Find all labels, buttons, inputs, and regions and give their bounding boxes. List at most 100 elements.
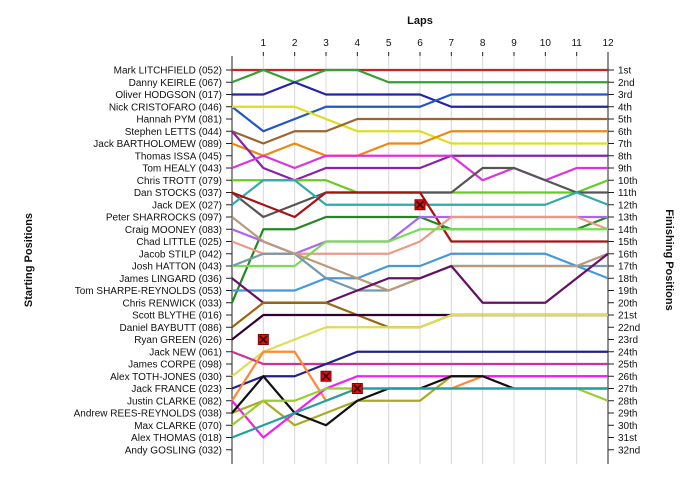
lap-tick-label: 11 [571, 38, 582, 49]
y-axis-title-left: Starting Positions [23, 213, 35, 307]
finishing-position-label: 31st [618, 433, 637, 444]
lap-tick-label: 9 [511, 38, 517, 49]
driver-line [231, 130, 608, 157]
finishing-position-label: 5th [618, 115, 632, 126]
starting-position-label: James LINGARD (036) [119, 274, 222, 285]
starting-position-label: Jack BARTHOLOMEW (089) [93, 139, 222, 150]
retirement-marker [414, 199, 426, 211]
lap-tick-labels: 1 2 3 4 5 6 7 8 9 10 11 12 [261, 38, 614, 49]
finishing-position-label: 25th [618, 360, 637, 371]
lap-tick-label: 6 [417, 38, 423, 49]
lap-tick-label: 3 [323, 38, 329, 49]
lap-tick-label: 12 [602, 38, 614, 49]
starting-position-label: James CORPE (098) [128, 360, 222, 371]
driver-line [232, 228, 608, 268]
finishing-position-label: 30th [618, 421, 637, 432]
finishing-position-label: 23rd [618, 335, 638, 346]
starting-position-labels: Mark LITCHFIELD (052)Danny KEIRLE (067)O… [74, 66, 222, 457]
starting-position-label: Jacob STILP (042) [139, 249, 222, 260]
x-axis-title: Laps [407, 15, 433, 27]
retirement-marker-cross [415, 200, 425, 209]
starting-position-label: Andrew REES-REYNOLDS (038) [74, 409, 222, 420]
finishing-position-label: 28th [618, 396, 637, 407]
retirement-marker [257, 334, 269, 345]
lap-tick-label: 4 [355, 38, 361, 49]
starting-position-label: Ryan GREEN (026) [134, 335, 222, 346]
starting-position-label: Chris RENWICK (033) [123, 298, 222, 309]
retirement-marker-cross [321, 372, 331, 381]
starting-position-label: Hannah PYM (081) [136, 115, 222, 126]
starting-position-label: Chris TROTT (079) [137, 176, 222, 187]
finishing-position-label: 8th [618, 151, 632, 162]
finishing-position-label: 6th [618, 127, 632, 138]
driver-line [231, 350, 608, 366]
starting-position-label: Jack DEX (027) [152, 200, 222, 211]
finishing-position-label: 22nd [618, 323, 640, 334]
retirement-marker [320, 370, 332, 382]
finishing-position-label: 19th [618, 286, 637, 297]
finishing-position-label: 13th [618, 213, 637, 224]
finishing-position-label: 1st [618, 66, 632, 77]
starting-position-label: Jack FRANCE (023) [131, 384, 222, 395]
finishing-position-label: 32nd [618, 445, 640, 456]
finishing-position-label: 24th [618, 347, 637, 358]
driver-line [232, 252, 609, 292]
finishing-position-label: 9th [618, 164, 632, 175]
finishing-position-label: 26th [618, 372, 637, 383]
starting-position-label: Justin CLARKE (082) [127, 396, 222, 407]
driver-line [232, 81, 608, 108]
starting-position-label: Daniel BAYBUTT (086) [120, 323, 222, 334]
starting-position-label: Stephen LETTS (044) [125, 127, 222, 138]
finishing-position-label: 20th [618, 298, 637, 309]
starting-position-label: Max CLARKE (070) [134, 421, 222, 432]
starting-position-label: Thomas ISSA (045) [135, 151, 222, 162]
driver-line [232, 105, 608, 145]
finishing-position-label: 15th [618, 237, 637, 248]
driver-line [231, 191, 608, 243]
driver-line [231, 93, 608, 133]
starting-position-label: Tom SHARPE-REYNOLDS (053) [75, 286, 222, 297]
finishing-position-label: 12th [618, 200, 637, 211]
finishing-position-label: 27th [618, 384, 637, 395]
finishing-position-label: 29th [618, 409, 637, 420]
finishing-position-label: 21st [618, 311, 637, 322]
driver-line [231, 313, 608, 378]
finishing-position-label: 10th [618, 176, 637, 187]
lap-tick-label: 2 [292, 38, 298, 49]
chart-series-lines [230, 68, 609, 439]
starting-position-label: Craig MOONEY (083) [125, 225, 222, 236]
lap-tick-label: 8 [480, 38, 486, 49]
retirement-marker [351, 383, 363, 394]
driver-line [231, 117, 608, 145]
chart-retirement-marks [257, 199, 426, 394]
lap-tick-label: 1 [261, 38, 267, 49]
retirement-marker-cross [259, 335, 268, 344]
starting-position-label: Tom HEALY (043) [142, 164, 222, 175]
finishing-position-label: 14th [618, 225, 637, 236]
finishing-position-label: 16th [618, 249, 637, 260]
finishing-position-label: 2nd [618, 78, 635, 89]
starting-position-label: Alex TOTH-JONES (030) [110, 372, 222, 383]
finishing-position-label: 18th [618, 274, 637, 285]
lap-tick-label: 10 [540, 38, 552, 49]
starting-position-label: Nick CRISTOFARO (046) [109, 102, 222, 113]
starting-position-label: Oliver HODGSON (017) [115, 90, 222, 101]
starting-position-label: Scott BLYTHE (016) [132, 311, 222, 322]
lap-tick-label: 5 [386, 38, 392, 49]
starting-position-label: Chad LITTLE (025) [136, 237, 222, 248]
finishing-position-label: 11th [618, 188, 637, 199]
driver-line [231, 387, 608, 439]
starting-position-label: Peter SHARROCKS (097) [106, 213, 222, 224]
starting-position-label: Dan STOCKS (037) [134, 188, 222, 199]
chart-axes [226, 52, 614, 464]
finishing-position-label: 3rd [618, 90, 632, 101]
finishing-position-label: 17th [618, 262, 637, 273]
lap-tick-label: 7 [449, 38, 455, 49]
driver-line [231, 350, 608, 390]
starting-position-label: Josh HATTON (043) [132, 262, 222, 273]
finishing-position-label: 4th [618, 102, 632, 113]
starting-position-label: Alex THOMAS (018) [131, 433, 222, 444]
starting-position-label: Andy GOSLING (032) [125, 445, 222, 456]
